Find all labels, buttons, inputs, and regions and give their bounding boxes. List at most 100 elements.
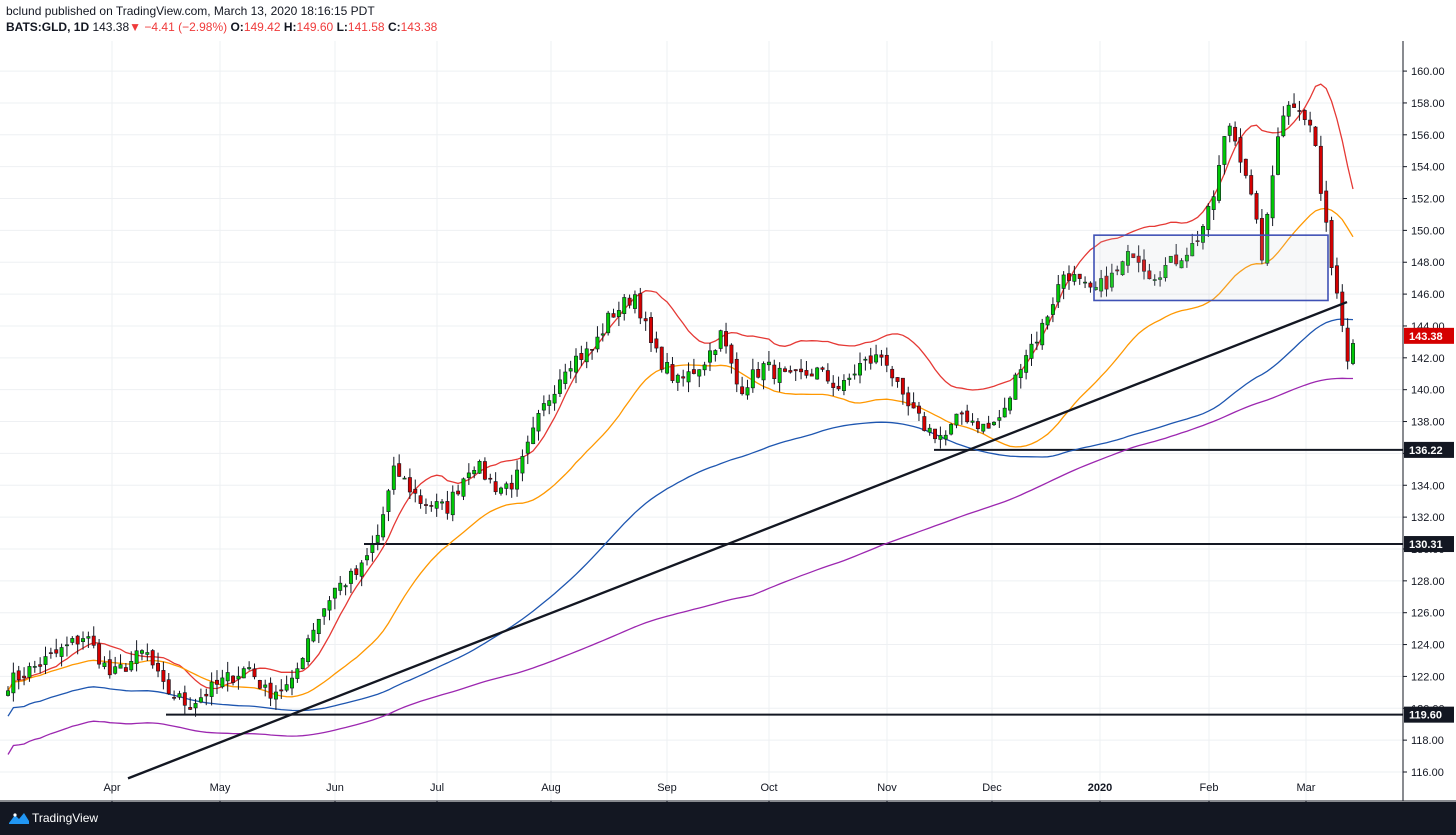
candle-body (172, 697, 177, 699)
candle-body (1334, 265, 1339, 294)
candle (252, 663, 257, 680)
candle (1206, 203, 1211, 237)
candle-body (547, 400, 552, 406)
candle (316, 618, 321, 644)
candle-body (595, 336, 600, 350)
candle (761, 361, 766, 390)
candle-body (1061, 274, 1066, 289)
candle-body (1125, 251, 1130, 266)
candle (343, 583, 348, 596)
candle (59, 643, 64, 667)
candle (6, 686, 10, 697)
price-tag (1404, 327, 1454, 344)
candle (440, 498, 445, 510)
candle-body (841, 380, 846, 391)
consolidation-rectangle (1093, 234, 1329, 302)
candle-body (231, 675, 236, 683)
candle-body (129, 660, 134, 671)
x-tick-label: Oct (760, 782, 777, 794)
candle-body (1179, 260, 1184, 269)
candle-body (879, 354, 884, 358)
y-tick-label: 158.00 (1411, 98, 1445, 110)
candle-body (916, 405, 921, 414)
candle (643, 311, 648, 331)
candle-body (11, 672, 16, 694)
candle (536, 409, 541, 441)
candle (354, 565, 359, 580)
candle (579, 345, 584, 366)
candle-body (525, 441, 530, 454)
candle (166, 673, 171, 695)
candle (1002, 397, 1007, 418)
candle (27, 662, 32, 682)
candle (1050, 297, 1055, 323)
candle-body (375, 534, 380, 543)
low-label: L: (336, 20, 348, 34)
time-axis[interactable]: Apr May Jun Jul Aug Sep Oct Nov Dec 2020 Feb Mar (103, 782, 1316, 802)
x-tick-label: Feb (1200, 782, 1219, 794)
price-chart[interactable]: 116.00118.00120.00122.00124.00126.00128.… (0, 0, 1456, 802)
candle-body (772, 364, 777, 380)
candle (574, 348, 578, 384)
candle (375, 524, 380, 551)
tradingview-logo-icon (9, 813, 29, 824)
candle (107, 650, 112, 679)
candle (783, 366, 787, 373)
candle (279, 679, 284, 699)
candle-body (182, 692, 187, 706)
candle-body (477, 461, 482, 474)
candle-body (407, 477, 412, 493)
candle (793, 369, 798, 381)
candle-body (1034, 341, 1039, 344)
candle-body (1024, 355, 1029, 373)
candle (1318, 135, 1323, 201)
candle (916, 401, 921, 422)
candle-body (584, 348, 589, 363)
candle (724, 322, 729, 354)
candle (386, 488, 391, 522)
candle-body (166, 679, 171, 695)
candle (32, 660, 37, 673)
candle (499, 486, 503, 496)
candle (1163, 257, 1168, 282)
candle-body (284, 684, 289, 691)
candle (504, 481, 509, 496)
candle (665, 352, 670, 375)
y-tick-label: 134.00 (1411, 480, 1445, 492)
candle (788, 365, 793, 374)
candle-body (745, 387, 750, 396)
candle (1125, 244, 1130, 273)
candle-body (102, 662, 107, 667)
price-axis[interactable]: 116.00118.00120.00122.00124.00126.00128.… (1403, 66, 1454, 779)
candle-body (1088, 282, 1093, 288)
candle-body (391, 465, 396, 490)
candle (1142, 249, 1146, 280)
moving-averages (7, 83, 1354, 755)
candle-body (402, 477, 407, 480)
candle (890, 365, 895, 387)
candle (150, 649, 155, 669)
candle (129, 651, 134, 672)
candle (933, 428, 937, 444)
candle-body (247, 667, 252, 670)
candle (820, 366, 825, 372)
y-tick-label: 142.00 (1411, 353, 1445, 365)
candle (809, 368, 814, 377)
candle-body (1002, 407, 1007, 418)
candle (177, 690, 182, 700)
candle-body (59, 647, 64, 657)
candle-body (27, 666, 32, 678)
candle (295, 662, 300, 683)
candle (290, 669, 294, 696)
price-tag-label: 119.60 (1409, 710, 1442, 722)
candle-body (997, 417, 1002, 421)
candle (1018, 363, 1023, 389)
candle-body (198, 697, 203, 703)
candle-body (627, 297, 632, 306)
open-label: O: (230, 20, 244, 34)
candle (766, 350, 771, 371)
y-tick-label: 124.00 (1411, 640, 1445, 652)
candle (402, 475, 407, 480)
candle (1217, 155, 1221, 204)
candle (488, 473, 493, 484)
